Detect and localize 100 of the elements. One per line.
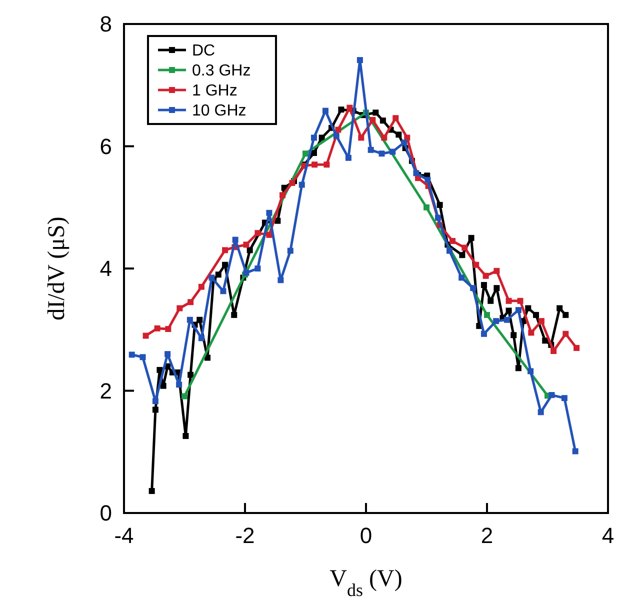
point: [338, 106, 344, 113]
point: [358, 134, 364, 141]
point: [506, 308, 512, 314]
point: [188, 299, 194, 306]
y-tick-label: 8: [100, 12, 112, 37]
point: [148, 488, 155, 494]
point: [396, 132, 402, 138]
point: [368, 146, 374, 153]
point: [506, 298, 512, 304]
y-tick-label: 2: [100, 378, 112, 404]
point: [176, 305, 183, 312]
y-axis-title: dI/dV (μS): [44, 216, 70, 320]
point: [473, 262, 480, 268]
point: [436, 202, 443, 208]
point: [278, 277, 284, 284]
point: [335, 126, 342, 133]
point: [525, 305, 532, 312]
point: [322, 108, 328, 114]
point: [484, 312, 490, 318]
point: [186, 316, 193, 323]
point: [561, 395, 568, 402]
point: [266, 232, 272, 238]
point: [254, 266, 261, 272]
point: [378, 150, 385, 157]
point: [482, 272, 489, 279]
point: [562, 330, 569, 337]
point: [515, 365, 522, 372]
point: [470, 285, 476, 292]
x-tick-label: 0: [360, 523, 372, 548]
x-tick-label: -2: [235, 523, 255, 548]
point: [510, 332, 517, 338]
point: [528, 330, 534, 336]
point: [404, 134, 410, 141]
point: [266, 210, 272, 216]
point: [312, 162, 318, 168]
point: [494, 285, 500, 292]
point: [160, 382, 166, 389]
point: [345, 154, 352, 161]
legend-label: DC: [192, 42, 216, 60]
point: [401, 140, 408, 146]
point: [462, 244, 468, 251]
point: [572, 448, 578, 454]
y-tick-label: 6: [100, 134, 112, 159]
point: [152, 406, 158, 413]
point: [140, 354, 146, 360]
point: [494, 268, 500, 274]
point: [198, 284, 204, 290]
point: [528, 368, 534, 374]
point: [302, 150, 308, 157]
point: [298, 182, 305, 188]
point: [556, 305, 563, 312]
point: [533, 312, 540, 318]
point: [232, 236, 238, 243]
point: [220, 288, 226, 294]
point: [310, 134, 317, 141]
point: [550, 348, 557, 354]
legend-label: 0.3 GHz: [192, 62, 251, 80]
point: [424, 176, 431, 183]
point: [128, 352, 135, 358]
point: [222, 262, 228, 268]
point: [182, 432, 189, 439]
point: [164, 351, 171, 358]
x-tick-label: 4: [602, 523, 614, 548]
point: [459, 252, 466, 258]
point: [548, 392, 555, 398]
point: [390, 148, 396, 155]
point: [280, 192, 286, 198]
point: [231, 312, 238, 318]
point: [310, 150, 317, 156]
point: [346, 104, 353, 111]
point: [538, 318, 544, 324]
point: [370, 116, 376, 123]
point: [188, 372, 194, 378]
point: [480, 330, 487, 337]
point: [392, 115, 399, 122]
point: [198, 335, 204, 342]
point: [333, 132, 340, 139]
point: [517, 298, 524, 304]
point: [380, 118, 386, 124]
point: [246, 247, 253, 254]
point: [504, 316, 510, 323]
point: [372, 110, 379, 116]
point: [424, 204, 430, 210]
point: [450, 238, 456, 244]
point: [446, 248, 452, 254]
point: [562, 312, 569, 318]
legend-label: 10 GHz: [192, 102, 246, 120]
point: [215, 272, 222, 278]
point: [196, 316, 203, 323]
point: [156, 366, 163, 373]
point: [176, 382, 182, 388]
x-tick-label: -4: [114, 523, 134, 548]
y-tick-label: 4: [100, 256, 112, 282]
point: [287, 248, 294, 254]
point: [488, 298, 494, 304]
point: [356, 57, 363, 64]
point: [538, 409, 544, 416]
point: [222, 247, 228, 254]
point: [381, 134, 388, 141]
point: [154, 325, 160, 332]
